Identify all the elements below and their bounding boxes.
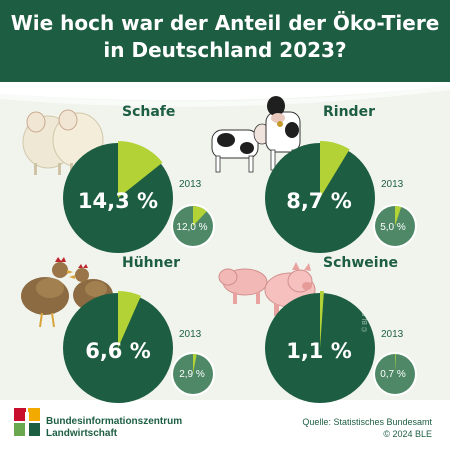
panel-label-schafe: Schafe [122, 104, 176, 120]
year-label-huehner: 2013 [179, 329, 202, 340]
chicken-icon [21, 257, 113, 328]
org-name: Bundesinformationszentrum Landwirtschaft [46, 416, 182, 440]
slice-2013-organic-huehner [193, 354, 197, 374]
source-line-2: © 2024 BLE [383, 429, 432, 439]
cow-icon [211, 96, 301, 173]
source-line-1: Quelle: Statistisches Bundesamt [302, 417, 432, 427]
slice-2023-organic-schafe [118, 141, 163, 198]
value-2013-schweine: 0,7 % [380, 369, 406, 380]
ble-logo-icon [14, 408, 40, 436]
panel-label-rinder: Rinder [323, 104, 375, 120]
value-2013-rinder: 5,0 % [380, 222, 406, 233]
value-2023-huehner: 6,6 % [85, 339, 151, 363]
slice-2013-organic-schweine [395, 354, 396, 374]
panel-label-schweine: Schweine [323, 255, 399, 271]
value-2023-rinder: 8,7 % [286, 189, 352, 213]
year-label-schafe: 2013 [179, 179, 202, 190]
panel-label-huehner: Hühner [122, 255, 181, 271]
title-line-1: Wie hoch war der Anteil der Öko-Tiere [10, 11, 440, 35]
source-note: Quelle: Statistisches Bundesamt © 2024 B… [302, 416, 432, 440]
value-2013-huehner: 2,9 % [179, 369, 205, 380]
value-2023-schweine: 1,1 % [286, 339, 352, 363]
value-2013-schafe: 12,0 % [176, 222, 208, 233]
year-label-schweine: 2013 [381, 329, 404, 340]
value-2023-schafe: 14,3 % [77, 189, 159, 213]
page-title: Wie hoch war der Anteil der Öko-Tiere in… [0, 10, 450, 64]
slice-2013-organic-rinder [395, 206, 402, 226]
slice-2023-organic-huehner [118, 291, 141, 348]
footer [0, 400, 450, 450]
slice-2023-organic-schweine [320, 291, 324, 348]
title-line-2: in Deutschland 2023? [103, 38, 347, 62]
org-name-line-1: Bundesinformationszentrum [46, 416, 183, 427]
year-label-rinder: 2013 [381, 179, 404, 190]
org-name-line-2: Landwirtschaft [46, 428, 118, 439]
header-curve-accent [0, 86, 450, 107]
slice-2013-organic-schafe [193, 206, 207, 226]
slice-2023-organic-rinder [320, 141, 350, 198]
copyright-watermark: © BLE [362, 311, 369, 332]
header-curve [0, 82, 450, 101]
title-banner [0, 0, 450, 82]
